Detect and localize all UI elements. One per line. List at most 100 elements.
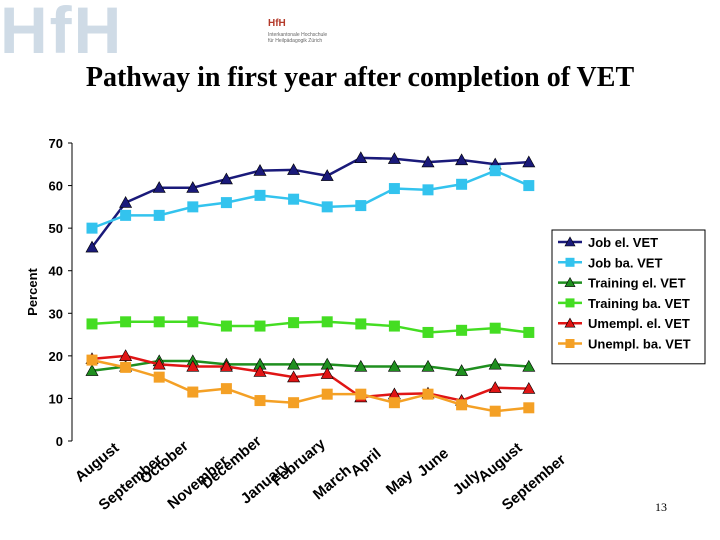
data-point <box>254 395 266 407</box>
data-point <box>120 209 132 221</box>
data-point <box>187 386 199 398</box>
data-point <box>354 359 368 372</box>
data-point <box>220 320 232 332</box>
y-tick-label: 10 <box>49 391 63 406</box>
data-point <box>523 180 535 192</box>
legend-entry: Training el. VET <box>588 276 686 291</box>
data-point <box>85 364 99 376</box>
data-point <box>288 193 300 205</box>
data-point <box>455 364 469 376</box>
data-point <box>220 383 232 395</box>
x-tick-label: June <box>414 445 452 481</box>
data-point <box>456 178 468 190</box>
data-point <box>489 405 501 417</box>
data-point <box>219 359 233 372</box>
data-point <box>85 240 99 253</box>
logo-watermark: HfH <box>0 0 124 67</box>
series-line <box>91 169 530 230</box>
data-point <box>86 222 98 234</box>
y-tick-label: 50 <box>49 221 63 236</box>
x-tick-label: May <box>383 466 417 498</box>
data-point <box>488 357 502 370</box>
data-point <box>220 197 232 209</box>
data-point <box>187 316 199 328</box>
data-point <box>153 316 165 328</box>
data-point <box>186 359 200 372</box>
data-point <box>320 367 334 379</box>
y-tick-label: 20 <box>49 349 63 364</box>
legend-entry: Unempl. ba. VET <box>588 337 691 352</box>
data-point <box>187 201 199 213</box>
y-tick-label: 60 <box>49 179 63 194</box>
data-point <box>523 326 535 338</box>
legend-entry: Training ba. VET <box>588 296 690 311</box>
data-point <box>321 316 333 328</box>
logo-subtitle-line2: für Heilpädagogik Zürich <box>268 38 323 44</box>
series-group <box>86 165 535 234</box>
series-group <box>86 316 535 338</box>
y-tick-label: 30 <box>49 306 63 321</box>
data-point <box>456 399 468 411</box>
logo-mark: HfH <box>268 18 286 29</box>
x-tick-label: August <box>475 439 526 485</box>
data-point <box>186 181 200 193</box>
series-line <box>91 358 529 413</box>
series-line <box>91 354 529 402</box>
series-line <box>91 359 529 373</box>
data-point <box>288 317 300 329</box>
logo-subtitle-line1: Interkantonale Hochschule <box>268 32 328 38</box>
legend-entry: Job ba. VET <box>588 255 662 270</box>
y-tick-label: 0 <box>56 434 63 449</box>
legend-marker <box>565 298 575 308</box>
data-point <box>153 209 165 221</box>
y-axis-title: Percent <box>25 267 40 315</box>
data-point <box>253 364 267 377</box>
data-point <box>522 382 536 394</box>
slide-title: Pathway in first year after completion o… <box>85 62 635 93</box>
data-point <box>120 316 132 328</box>
data-point <box>86 318 98 330</box>
x-tick-label: April <box>347 445 384 480</box>
data-point <box>455 153 469 166</box>
data-point <box>422 326 434 338</box>
legend-marker <box>564 317 576 328</box>
data-point <box>421 359 435 372</box>
data-point <box>219 172 233 185</box>
data-point <box>355 388 367 400</box>
data-point <box>387 152 401 164</box>
data-point <box>354 151 368 163</box>
data-point <box>422 184 434 196</box>
page-number: 13 <box>655 500 667 514</box>
data-point <box>321 388 333 400</box>
legend-entry: Umempl. el. VET <box>588 316 690 331</box>
y-tick-label: 70 <box>49 136 63 151</box>
data-point <box>422 388 434 400</box>
y-tick-label: 40 <box>49 264 63 279</box>
data-point <box>86 354 98 366</box>
data-point <box>488 381 502 393</box>
data-point <box>388 183 400 195</box>
data-point <box>152 357 166 370</box>
legend-box <box>551 229 706 365</box>
data-point <box>523 402 535 414</box>
data-point <box>388 397 400 409</box>
data-point <box>254 189 266 201</box>
data-point <box>522 155 536 168</box>
data-point <box>287 357 301 370</box>
data-point <box>388 320 400 332</box>
legend-marker <box>564 236 576 247</box>
legend-marker <box>564 276 576 287</box>
data-point <box>355 200 367 212</box>
data-point <box>254 320 266 332</box>
series-group <box>85 151 536 253</box>
data-point <box>387 359 401 372</box>
data-point <box>287 163 301 175</box>
data-point <box>287 370 301 383</box>
x-tick-label: August <box>72 439 123 485</box>
data-point <box>489 322 501 334</box>
data-point <box>152 181 166 193</box>
data-point <box>288 397 300 409</box>
logo: HfH HfH Interkantonale Hochschule für He… <box>0 0 330 67</box>
data-point <box>421 155 435 168</box>
